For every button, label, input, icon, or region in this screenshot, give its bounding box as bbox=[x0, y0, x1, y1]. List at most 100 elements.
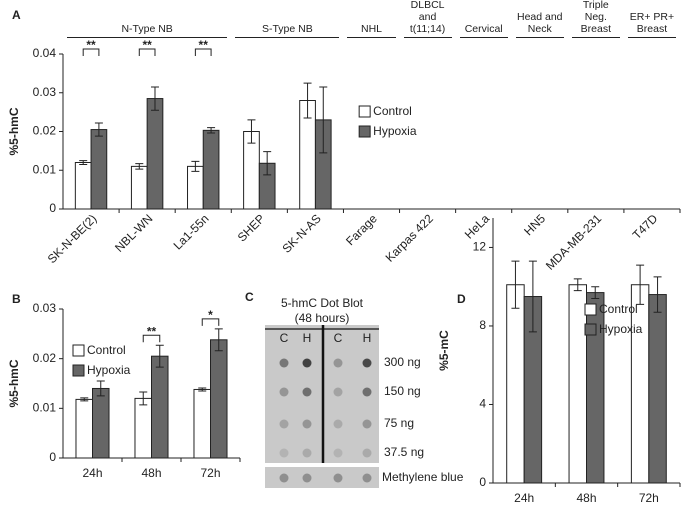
group-header: Triple Neg. Breast bbox=[571, 0, 620, 38]
blot-column-label: H bbox=[303, 331, 312, 345]
error-bar bbox=[135, 163, 144, 170]
blot-column-label: C bbox=[334, 331, 343, 345]
blot-dot bbox=[279, 448, 289, 458]
bar bbox=[568, 284, 588, 484]
significance-label: ** bbox=[142, 38, 152, 52]
x-tick-label: 24h bbox=[82, 466, 102, 480]
legend-swatch bbox=[72, 364, 85, 377]
error-bar bbox=[79, 160, 88, 165]
error-bar bbox=[198, 387, 207, 392]
blot-dot bbox=[302, 358, 312, 368]
blot-dot bbox=[302, 473, 312, 483]
blot-row-label: 75 ng bbox=[384, 416, 414, 430]
group-header: N-Type NB bbox=[67, 0, 228, 38]
error-bar bbox=[139, 391, 148, 406]
y-tick-label: 12 bbox=[473, 240, 487, 254]
x-tick-label: NBL-WN bbox=[112, 211, 155, 254]
legend-label: Control bbox=[373, 104, 412, 118]
panel-label: C bbox=[245, 290, 254, 304]
y-tick-label: 0.02 bbox=[33, 351, 57, 365]
x-tick-label: SHEP bbox=[235, 211, 268, 244]
blot-stain-label: Methylene blue bbox=[382, 470, 464, 484]
bar bbox=[134, 397, 152, 459]
error-bar bbox=[80, 397, 89, 402]
x-tick-label: La1-55n bbox=[171, 211, 212, 252]
bar bbox=[146, 98, 164, 210]
y-tick-label: 0.01 bbox=[33, 162, 57, 176]
error-bar bbox=[303, 82, 312, 119]
blot-dot bbox=[333, 387, 343, 397]
significance-label: ** bbox=[147, 324, 157, 338]
error-bar bbox=[263, 151, 272, 176]
legend-label: Hypoxia bbox=[87, 363, 131, 377]
error-bar bbox=[511, 260, 520, 309]
legend-swatch bbox=[358, 125, 371, 138]
error-bar bbox=[528, 260, 537, 333]
error-bar bbox=[636, 264, 645, 305]
group-header: Head and Neck bbox=[515, 0, 564, 38]
error-bar bbox=[150, 86, 159, 111]
significance-label: * bbox=[208, 308, 213, 322]
y-tick-label: 0 bbox=[479, 475, 486, 489]
blot-row-label: 37.5 ng bbox=[384, 445, 424, 459]
x-tick-label: HeLa bbox=[462, 211, 492, 241]
significance-bracket bbox=[201, 318, 220, 326]
blot-dot bbox=[279, 387, 289, 397]
x-tick-label: 48h bbox=[576, 491, 596, 505]
significance-label: ** bbox=[199, 38, 209, 52]
panel-label: B bbox=[12, 292, 21, 306]
bar bbox=[92, 387, 110, 459]
blot-title: 5-hmC Dot Blot bbox=[281, 296, 364, 310]
blot-row-label: 150 ng bbox=[384, 384, 421, 398]
error-bar bbox=[214, 328, 223, 352]
y-tick-label: 0 bbox=[49, 450, 56, 464]
x-tick-label: SK-N-AS bbox=[279, 211, 323, 255]
group-header: Cervical bbox=[459, 0, 508, 38]
blot-dot bbox=[333, 358, 343, 368]
legend-label: Hypoxia bbox=[373, 124, 417, 138]
bar bbox=[74, 162, 92, 210]
panel-label: A bbox=[12, 8, 21, 22]
legend-swatch bbox=[358, 105, 371, 118]
blot-dot bbox=[333, 448, 343, 458]
bar bbox=[506, 284, 525, 484]
legend-swatch bbox=[72, 344, 85, 357]
legend-label: Control bbox=[599, 302, 638, 316]
x-tick-label: Karpas 422 bbox=[383, 211, 437, 265]
significance-label: ** bbox=[86, 38, 96, 52]
legend-swatch bbox=[584, 323, 597, 336]
legend-swatch bbox=[584, 303, 597, 316]
x-tick-label: Farage bbox=[343, 211, 380, 248]
error-bar bbox=[207, 127, 216, 134]
y-axis-label: %5-hmC bbox=[7, 107, 21, 155]
bar bbox=[187, 165, 204, 210]
x-tick-label: HN5 bbox=[521, 211, 548, 238]
error-bar bbox=[247, 119, 256, 144]
y-axis-label: %5-mC bbox=[437, 330, 451, 371]
blot-dot bbox=[302, 448, 312, 458]
y-tick-label: 0.02 bbox=[33, 124, 57, 138]
blot-dot bbox=[279, 419, 289, 429]
blot-dot bbox=[362, 419, 372, 429]
x-tick-label: T47D bbox=[630, 211, 661, 242]
error-bar bbox=[653, 276, 662, 313]
bar bbox=[193, 388, 211, 459]
error-bar bbox=[591, 286, 600, 299]
significance-bracket bbox=[82, 48, 100, 56]
x-tick-label: 72h bbox=[639, 491, 659, 505]
significance-bracket bbox=[194, 48, 212, 56]
y-tick-label: 4 bbox=[479, 397, 486, 411]
significance-bracket bbox=[138, 48, 156, 56]
blot-column-label: C bbox=[280, 331, 289, 345]
blot-dot bbox=[362, 387, 372, 397]
y-tick-label: 8 bbox=[479, 318, 486, 332]
bar bbox=[648, 294, 667, 484]
blot-dot bbox=[333, 473, 343, 483]
error-bar bbox=[191, 160, 200, 172]
blot-column-label: H bbox=[363, 331, 372, 345]
error-bar bbox=[96, 380, 105, 397]
blot-dot bbox=[362, 448, 372, 458]
legend-label: Hypoxia bbox=[599, 322, 643, 336]
